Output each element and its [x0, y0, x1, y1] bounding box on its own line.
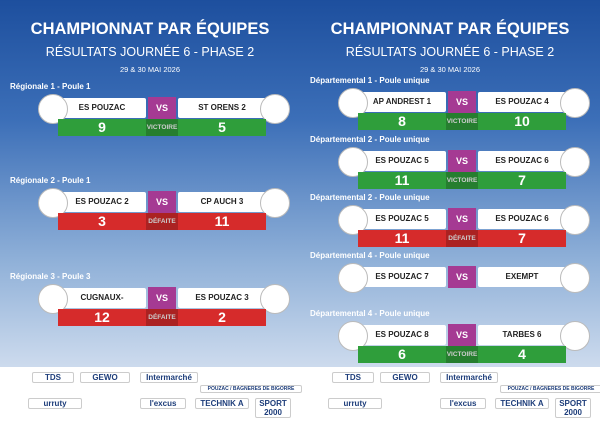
vs-badge: VS	[148, 97, 176, 119]
home-team: CUGNAUX-VILLENEUVE 6	[58, 288, 146, 322]
division: Départemental 2 - Poule unique	[310, 193, 430, 202]
subtitle: RÉSULTATS JOURNÉE 6 - PHASE 2	[45, 45, 255, 59]
away-team: ST ORENS 2	[178, 98, 266, 118]
title: CHAMPIONNAT PAR ÉQUIPES	[30, 20, 270, 38]
away-score: 4	[478, 346, 566, 363]
subtitle: RÉSULTATS JOURNÉE 6 - PHASE 2	[345, 45, 555, 59]
result: DÉFAITE	[446, 230, 478, 247]
sponsor: GEWO	[80, 372, 130, 383]
away-score: 7	[478, 230, 566, 247]
sponsor: TDS	[332, 372, 374, 383]
home-score: 3	[58, 213, 146, 230]
sponsor: POUZAC / BAGNERES DE BIGORRE	[500, 385, 600, 393]
home-score: 12	[58, 309, 146, 326]
division: Départemental 4 - Poule unique	[310, 309, 430, 318]
away-logo	[560, 263, 590, 293]
result: VICTOIRE	[146, 119, 178, 136]
vs-badge: VS	[448, 266, 476, 288]
away-logo	[560, 88, 590, 118]
title: CHAMPIONNAT PAR ÉQUIPES	[330, 20, 570, 38]
sponsor: TECHNIK A	[495, 398, 549, 409]
date: 29 & 30 MAI 2026	[419, 65, 481, 74]
home-team: ES POUZAC 7	[358, 267, 446, 287]
sponsor: Intermarché	[140, 372, 198, 383]
home-team: ES POUZAC 2	[58, 192, 146, 212]
away-score: 2	[178, 309, 266, 326]
result: VICTOIRE	[446, 172, 478, 189]
home-score: 11	[358, 230, 446, 247]
home-team: ES POUZAC	[58, 98, 146, 118]
home-logo	[338, 263, 368, 293]
sponsor: urruty	[28, 398, 82, 409]
division: Départemental 4 - Poule unique	[310, 251, 430, 260]
sponsor: TECHNIK A	[195, 398, 249, 409]
away-team: CP AUCH 3	[178, 192, 266, 212]
home-team: ES POUZAC 5	[358, 151, 446, 171]
division: Départemental 2 - Poule unique	[310, 135, 430, 144]
result: VICTOIRE	[446, 346, 478, 363]
division: Régionale 3 - Poule 3	[10, 272, 91, 281]
date: 29 & 30 MAI 2026	[119, 65, 181, 74]
sponsor: l'excus	[440, 398, 486, 409]
vs-badge: VS	[148, 191, 176, 213]
home-score: 6	[358, 346, 446, 363]
result: DÉFAITE	[146, 309, 178, 326]
division: Départemental 1 - Poule unique	[310, 76, 430, 85]
away-team: ES POUZAC 3	[178, 288, 266, 308]
sponsor: SPORT 2000	[555, 398, 591, 418]
division: Régionale 1 - Poule 1	[10, 82, 91, 91]
sponsor: Intermarché	[440, 372, 498, 383]
home-score: 9	[58, 119, 146, 136]
division: Régionale 2 - Poule 1	[10, 176, 91, 185]
vs-badge: VS	[448, 324, 476, 346]
sponsor: l'excus	[140, 398, 186, 409]
away-score: 11	[178, 213, 266, 230]
home-score: 11	[358, 172, 446, 189]
vs-badge: VS	[448, 91, 476, 113]
sponsor: TDS	[32, 372, 74, 383]
away-score: 5	[178, 119, 266, 136]
result: VICTOIRE	[446, 113, 478, 130]
sponsor: POUZAC / BAGNERES DE BIGORRE	[200, 385, 302, 393]
sponsor: GEWO	[380, 372, 430, 383]
away-team: EXEMPT	[478, 267, 566, 287]
vs-badge: VS	[148, 287, 176, 309]
home-team: AP ANDREST 1	[358, 92, 446, 112]
result: DÉFAITE	[146, 213, 178, 230]
home-team: ES POUZAC 8	[358, 325, 446, 345]
home-team: ES POUZAC 5	[358, 209, 446, 229]
vs-badge: VS	[448, 208, 476, 230]
away-team: ES POUZAC 6	[478, 209, 566, 229]
vs-badge: VS	[448, 150, 476, 172]
sponsor: urruty	[328, 398, 382, 409]
away-team: ES POUZAC 4	[478, 92, 566, 112]
home-logo	[338, 88, 368, 118]
away-team: ES POUZAC 6	[478, 151, 566, 171]
away-score: 10	[478, 113, 566, 130]
sponsor: SPORT 2000	[255, 398, 291, 418]
home-score: 8	[358, 113, 446, 130]
away-score: 7	[478, 172, 566, 189]
home-logo	[338, 147, 368, 177]
away-team: TARBES 6	[478, 325, 566, 345]
